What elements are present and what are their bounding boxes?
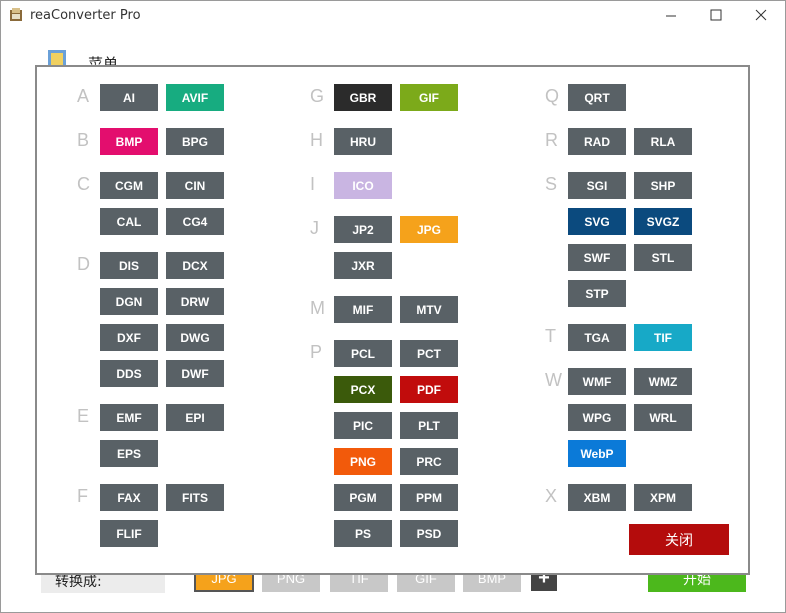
group-letter: C xyxy=(77,174,90,194)
format-button[interactable]: CG4 xyxy=(166,208,224,235)
format-button[interactable]: PCT xyxy=(400,340,458,367)
format-button[interactable]: BMP xyxy=(100,128,158,155)
format-button[interactable]: JXR xyxy=(334,252,392,279)
format-button[interactable]: GBR xyxy=(334,84,392,111)
format-button[interactable]: AVIF xyxy=(166,84,224,111)
group-letter: H xyxy=(310,130,323,150)
format-button[interactable]: SVGZ xyxy=(634,208,692,235)
format-button[interactable]: MTV xyxy=(400,296,458,323)
format-button[interactable]: DXF xyxy=(100,324,158,351)
format-button[interactable]: PRC xyxy=(400,448,458,475)
format-button[interactable]: PIC xyxy=(334,412,392,439)
menu-icon xyxy=(48,50,66,68)
format-button[interactable]: DIS xyxy=(100,252,158,279)
close-button[interactable]: 关闭 xyxy=(629,524,729,555)
group-letter: S xyxy=(545,174,558,194)
format-button[interactable]: XBM xyxy=(568,484,626,511)
group-letter: D xyxy=(77,254,90,274)
format-button[interactable]: CAL xyxy=(100,208,158,235)
format-button[interactable]: DGN xyxy=(100,288,158,315)
format-button[interactable]: MIF xyxy=(334,296,392,323)
format-button[interactable]: JPG xyxy=(400,216,458,243)
format-dialog: 关闭 A AI AVIF B BMP BPG C CGM CIN CAL CG4 D DIS DCX DGN… xyxy=(35,65,750,575)
format-button[interactable]: WMF xyxy=(568,368,626,395)
format-button[interactable]: CIN xyxy=(166,172,224,199)
group-letter: A xyxy=(77,86,90,106)
format-button[interactable]: ICO xyxy=(334,172,392,199)
format-button[interactable]: JP2 xyxy=(334,216,392,243)
format-button[interactable]: DWG xyxy=(166,324,224,351)
group-letter: M xyxy=(310,298,325,318)
app-icon xyxy=(10,8,22,21)
group-letter: P xyxy=(310,342,323,362)
quick-format-button[interactable]: BMP xyxy=(463,565,521,592)
format-button[interactable]: FITS xyxy=(166,484,224,511)
format-button[interactable]: EPS xyxy=(100,440,158,467)
format-button[interactable]: WPG xyxy=(568,404,626,431)
format-button[interactable]: CGM xyxy=(100,172,158,199)
group-letter: B xyxy=(77,130,90,150)
group-letter: R xyxy=(545,130,558,150)
group-letter: F xyxy=(77,486,88,506)
format-button[interactable]: WMZ xyxy=(634,368,692,395)
format-button[interactable]: RAD xyxy=(568,128,626,155)
group-letter: I xyxy=(310,174,316,194)
format-button[interactable]: WRL xyxy=(634,404,692,431)
group-letter: X xyxy=(545,486,558,506)
format-button[interactable]: DRW xyxy=(166,288,224,315)
format-button[interactable]: PLT xyxy=(400,412,458,439)
format-button[interactable]: EMF xyxy=(100,404,158,431)
format-button[interactable]: SWF xyxy=(568,244,626,271)
window-controls[interactable] xyxy=(660,6,780,26)
format-button[interactable]: SGI xyxy=(568,172,626,199)
group-letter: Q xyxy=(545,86,560,106)
format-button[interactable]: PGM xyxy=(334,484,392,511)
format-button[interactable]: DWF xyxy=(166,360,224,387)
format-button[interactable]: AI xyxy=(100,84,158,111)
format-button[interactable]: PPM xyxy=(400,484,458,511)
format-button[interactable]: HRU xyxy=(334,128,392,155)
format-button[interactable]: FAX xyxy=(100,484,158,511)
format-button[interactable]: RLA xyxy=(634,128,692,155)
group-letter: T xyxy=(545,326,556,346)
group-letter: G xyxy=(310,86,325,106)
format-button[interactable]: DDS xyxy=(100,360,158,387)
group-letter: E xyxy=(77,406,90,426)
format-button[interactable]: DCX xyxy=(166,252,224,279)
format-button[interactable]: TIF xyxy=(634,324,692,351)
format-button[interactable]: GIF xyxy=(400,84,458,111)
format-button[interactable]: PNG xyxy=(334,448,392,475)
format-button[interactable]: SHP xyxy=(634,172,692,199)
group-letter: W xyxy=(545,370,562,390)
format-button[interactable]: PCX xyxy=(334,376,392,403)
format-button[interactable]: BPG xyxy=(166,128,224,155)
format-button[interactable]: EPI xyxy=(166,404,224,431)
format-button[interactable]: STP xyxy=(568,280,626,307)
format-button[interactable]: PS xyxy=(334,520,392,547)
format-button[interactable]: XPM xyxy=(634,484,692,511)
format-button[interactable]: WebP xyxy=(568,440,626,467)
format-button[interactable]: PDF xyxy=(400,376,458,403)
format-button[interactable]: PSD xyxy=(400,520,458,547)
format-button[interactable]: TGA xyxy=(568,324,626,351)
format-button[interactable]: FLIF xyxy=(100,520,158,547)
format-button[interactable]: STL xyxy=(634,244,692,271)
window-title: reaConverter Pro xyxy=(30,8,141,23)
group-letter: J xyxy=(310,218,319,238)
format-button[interactable]: QRT xyxy=(568,84,626,111)
format-button[interactable]: SVG xyxy=(568,208,626,235)
format-button[interactable]: PCL xyxy=(334,340,392,367)
